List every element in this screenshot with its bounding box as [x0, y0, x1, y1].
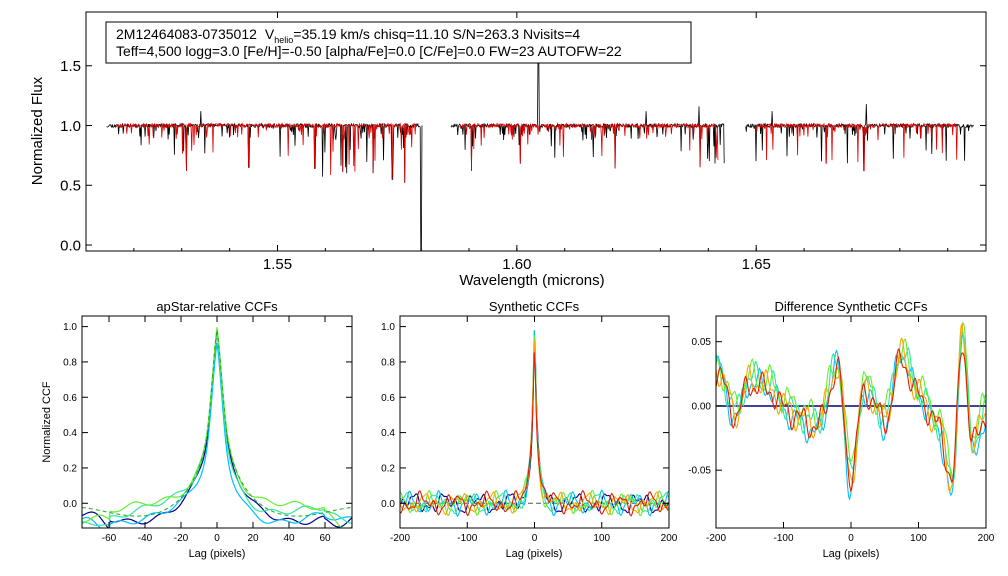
model-spectrum-line	[459, 122, 719, 171]
spectrum-y-axis-label: Normalized Flux	[29, 76, 46, 185]
difference-ccf-series-line	[716, 332, 986, 501]
y-tick-label: 0.2	[381, 463, 395, 474]
object-id: 2M12464083-0735012	[116, 26, 257, 42]
y-tick-label: 0.8	[63, 357, 77, 368]
x-tick-label: 100	[910, 533, 927, 544]
y-tick-label: 0.0	[63, 499, 77, 510]
x-tick-label: 1.65	[742, 256, 771, 273]
difference-ccf-x-axis-label: Lag (pixels)	[823, 548, 880, 560]
vhelio-label: V	[265, 26, 275, 42]
model-spectrum-line	[755, 122, 958, 172]
apstar-ccf-x-axis-label: Lag (pixels)	[189, 548, 246, 560]
spectrum-panel: 1.55 1.60 1.65 0.0 0.5 1.0 1.5 2M12464083-0735…	[29, 11, 987, 289]
synthetic-ccf-plot-area	[400, 329, 669, 518]
x-tick-label: 0	[848, 533, 854, 544]
difference-ccf-title: Difference Synthetic CCFs	[775, 299, 928, 314]
x-tick-label: 200	[661, 533, 678, 544]
y-tick-label: 0.05	[692, 337, 712, 348]
x-tick-label: -200	[706, 533, 726, 544]
x-tick-label: 100	[593, 533, 610, 544]
difference-ccf-panel: Difference Synthetic CCFs -200 -100 0 100 20…	[688, 299, 995, 560]
synthetic-ccf-series-line	[400, 352, 669, 517]
apstar-ccf-series-line	[82, 343, 352, 528]
y-tick-label: 1.0	[60, 118, 81, 135]
y-tick-label: 1.0	[63, 322, 77, 333]
apstar-ccf-title: apStar-relative CCFs	[156, 299, 278, 314]
synthetic-ccf-series-line	[400, 335, 669, 515]
spectrum-x-axis-label: Wavelength (microns)	[459, 272, 604, 289]
apstar-ccf-plot-area	[82, 327, 352, 528]
synthetic-ccf-series-line	[400, 339, 669, 516]
difference-ccf-ticks: -200 -100 0 100 200 -0.05 0.00 0.05	[688, 316, 995, 544]
x-tick-label: -100	[773, 533, 793, 544]
x-tick-label: -20	[174, 533, 189, 544]
apstar-ccf-panel: apStar-relative CCFs -60 -40 -20 0 20 40 60 0.0…	[41, 299, 353, 560]
y-tick-label: -0.05	[688, 466, 711, 477]
spectrum-ticks: 1.55 1.60 1.65 0.0 0.5 1.0 1.5	[60, 12, 986, 273]
y-tick-label: 0.8	[381, 357, 395, 368]
synthetic-ccf-ticks: -200 -100 0 100 200 0.0 0.2 0.4 0.6 0.8 1.0	[381, 316, 678, 544]
x-tick-label: -100	[457, 533, 477, 544]
y-tick-label: 0.6	[381, 393, 395, 404]
x-tick-label: 0	[532, 533, 538, 544]
y-tick-label: 0.0	[60, 237, 81, 254]
y-tick-label: 0.2	[63, 463, 77, 474]
y-tick-label: 0.00	[692, 401, 712, 412]
apstar-ccf-ticks: -60 -40 -20 0 20 40 60 0.0 0.2 0.4 0.6 0.8 1.0	[63, 316, 352, 544]
spectrum-info-stats: =35.19 km/s chisq=11.10 S/N=263.3 Nvisit…	[293, 26, 580, 42]
apstar-ccf-fit-line	[82, 330, 352, 517]
y-tick-label: 0.6	[63, 393, 77, 404]
spectrum-plot-area	[106, 39, 975, 251]
x-tick-label: 200	[978, 533, 995, 544]
y-tick-label: 1.0	[381, 322, 395, 333]
x-tick-label: 20	[247, 533, 259, 544]
y-tick-label: 0.4	[381, 428, 395, 439]
x-tick-label: 60	[319, 533, 331, 544]
difference-ccf-series-line	[716, 331, 986, 482]
apstar-ccf-y-axis-label: Normalized CCF	[41, 381, 53, 463]
difference-ccf-series-line	[716, 321, 986, 484]
spectrum-info-line2: Teff=4,500 logg=3.0 [Fe/H]=-0.50 [alpha/…	[116, 43, 622, 59]
x-tick-label: 1.60	[502, 256, 531, 273]
x-tick-label: -40	[138, 533, 153, 544]
spectrum-info-box	[105, 21, 692, 64]
x-tick-label: 40	[283, 533, 295, 544]
y-tick-label: 1.5	[60, 58, 81, 75]
synthetic-ccf-panel: Synthetic CCFs -200 -100 0 100 200 0.0 0.2 0.4 0…	[381, 299, 678, 560]
synthetic-ccf-x-axis-label: Lag (pixels)	[506, 548, 563, 560]
y-tick-label: 0.5	[60, 178, 81, 195]
vhelio-subscript: helio	[274, 35, 293, 45]
apstar-ccf-series-line	[82, 327, 352, 528]
spectrum-info-line1: 2M12464083-0735012 Vhelio=35.19 km/s chis…	[116, 26, 580, 45]
difference-ccf-plot-area	[716, 321, 986, 501]
x-tick-label: 1.55	[263, 256, 292, 273]
spectrum-axes-frame	[85, 11, 987, 252]
x-tick-label: -60	[102, 533, 117, 544]
synthetic-ccf-title: Synthetic CCFs	[489, 299, 580, 314]
y-tick-label: 0.0	[381, 499, 395, 510]
model-spectrum-line	[114, 122, 417, 183]
y-tick-label: 0.4	[63, 428, 77, 439]
difference-ccf-series-line	[716, 348, 986, 493]
x-tick-label: 0	[214, 533, 220, 544]
synthetic-ccf-series-line	[400, 329, 669, 518]
x-tick-label: -200	[390, 533, 410, 544]
